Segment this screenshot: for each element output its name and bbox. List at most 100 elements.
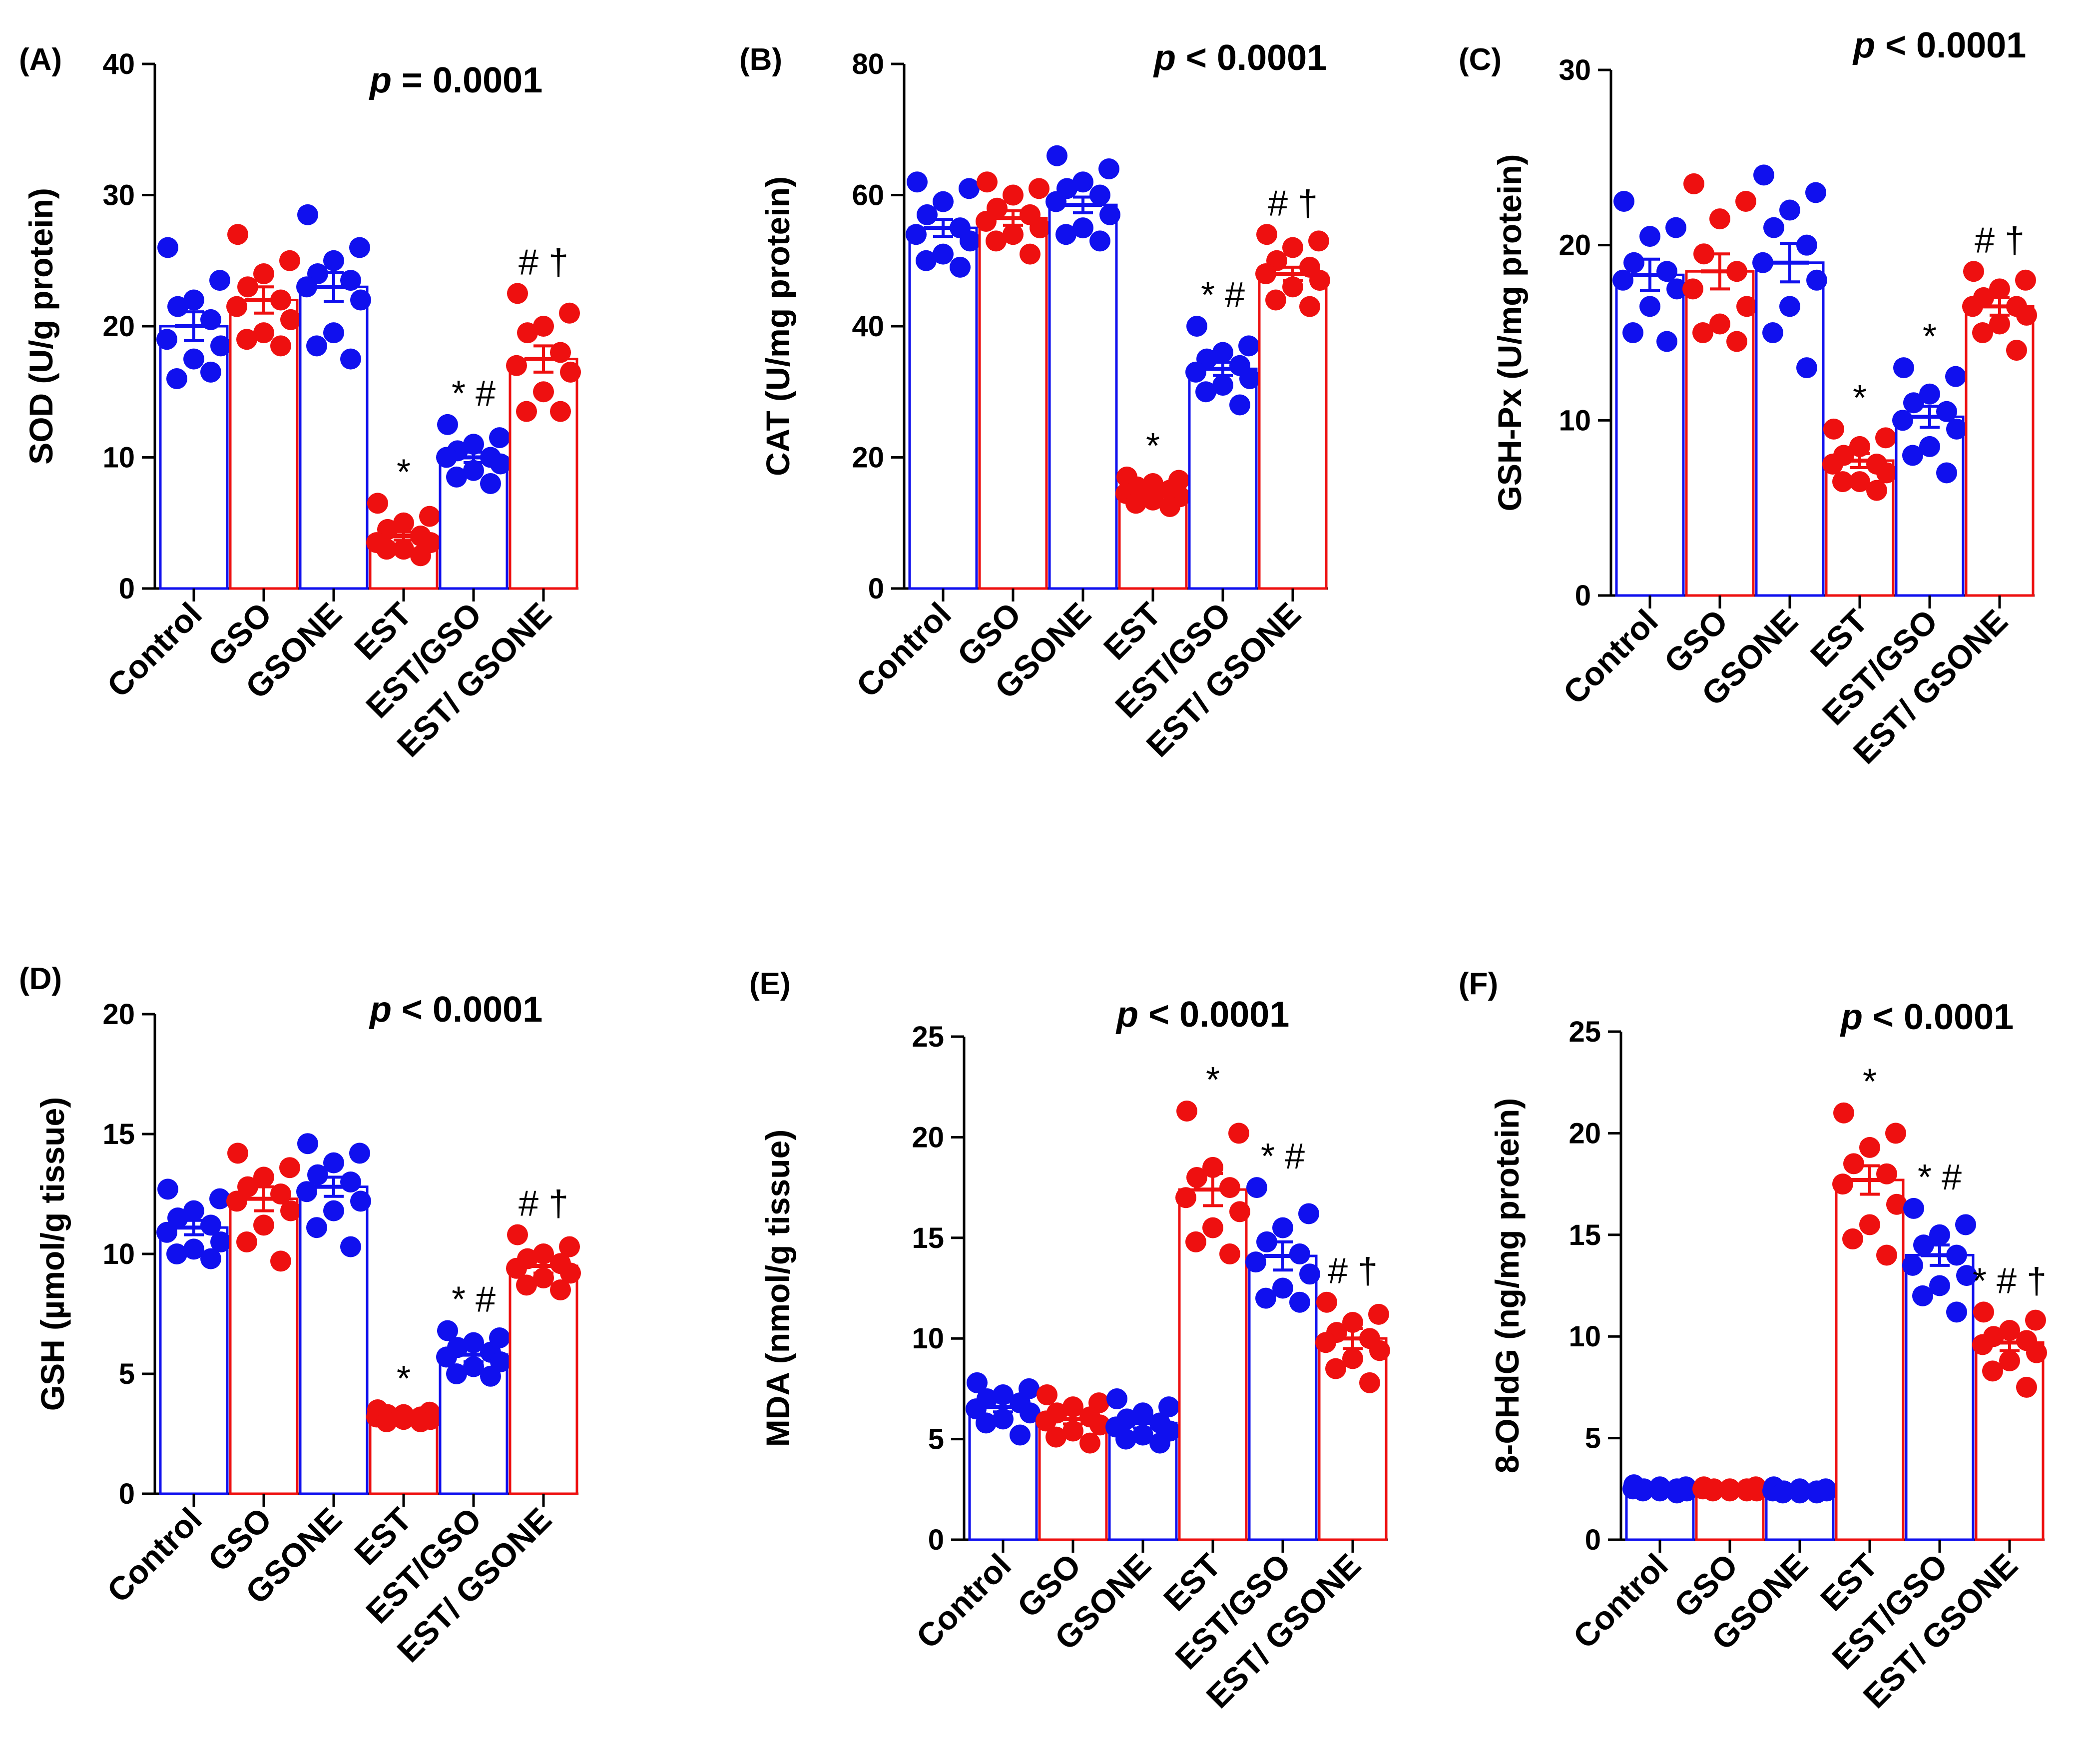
data-point xyxy=(437,414,458,435)
data-point xyxy=(436,1346,457,1368)
data-point xyxy=(1726,331,1747,352)
panel-letter: (C) xyxy=(1459,42,1502,77)
data-point xyxy=(1666,278,1687,300)
data-point xyxy=(446,466,467,488)
data-point xyxy=(1885,1123,1906,1144)
data-point xyxy=(1929,1224,1950,1245)
data-point xyxy=(1272,1277,1293,1299)
data-point xyxy=(1298,1203,1319,1224)
data-point xyxy=(1079,1432,1100,1454)
data-point xyxy=(950,256,971,278)
data-point xyxy=(1342,1348,1363,1369)
y-tick-label: 25 xyxy=(1568,1016,1601,1048)
data-point xyxy=(200,1248,221,1269)
data-point xyxy=(1099,204,1120,225)
significance-annotation: * xyxy=(1146,426,1160,466)
data-point xyxy=(349,237,370,258)
data-point xyxy=(1238,335,1259,357)
y-tick-label: 0 xyxy=(119,573,135,605)
data-point xyxy=(270,1250,291,1272)
data-point xyxy=(1632,1480,1653,1502)
data-point xyxy=(446,1363,467,1384)
data-point xyxy=(1125,493,1146,514)
data-point xyxy=(227,1143,248,1164)
data-point xyxy=(559,302,580,324)
data-point xyxy=(1010,1424,1031,1446)
data-point xyxy=(1062,1420,1083,1442)
data-point xyxy=(1913,1234,1934,1256)
data-point xyxy=(1359,1372,1380,1393)
y-tick-label: 40 xyxy=(102,48,135,80)
data-point xyxy=(237,1176,258,1197)
y-axis-label: GSH (µmol/g tissue) xyxy=(34,1097,71,1411)
data-point xyxy=(1186,1167,1207,1188)
data-point xyxy=(933,243,954,265)
data-point xyxy=(1255,1287,1276,1309)
data-point xyxy=(167,1207,188,1228)
data-point xyxy=(279,1157,300,1178)
data-point xyxy=(1832,471,1853,493)
y-tick-label: 0 xyxy=(119,1478,135,1510)
significance-annotation: * xyxy=(397,1359,411,1399)
data-point xyxy=(1972,322,1993,343)
data-point xyxy=(349,1143,370,1164)
data-point xyxy=(1299,1263,1320,1285)
data-point xyxy=(1062,1396,1083,1418)
significance-annotation: * xyxy=(1853,378,1867,418)
data-point xyxy=(1919,436,1940,457)
significance-annotation: * xyxy=(1863,1062,1877,1102)
data-point xyxy=(1936,401,1957,422)
data-point xyxy=(1309,270,1330,291)
data-point xyxy=(280,1200,301,1221)
data-point xyxy=(236,329,257,350)
data-point xyxy=(1893,357,1914,379)
y-axis-label: SOD (U/g protein) xyxy=(22,188,59,465)
data-point xyxy=(227,224,248,245)
significance-annotation: * # xyxy=(452,374,496,414)
y-tick-label: 5 xyxy=(119,1358,135,1390)
data-point xyxy=(1315,1332,1336,1353)
data-point xyxy=(1089,1414,1110,1436)
data-point xyxy=(1973,1301,1994,1323)
data-point xyxy=(1955,1214,1976,1235)
data-point xyxy=(490,453,511,475)
data-point xyxy=(340,348,361,370)
data-point xyxy=(1736,296,1757,317)
data-point xyxy=(1859,1214,1880,1235)
data-point xyxy=(1029,178,1049,199)
y-tick-label: 5 xyxy=(928,1423,944,1456)
y-tick-label: 80 xyxy=(852,48,884,80)
data-point xyxy=(1639,226,1660,247)
data-point xyxy=(1368,1303,1389,1325)
significance-annotation: # † xyxy=(1268,183,1318,223)
chart-panel-2: (B) p < 0.0001 CAT (U/mg protein) 0 20 40 60 80… xyxy=(739,38,1330,764)
data-point xyxy=(976,211,997,232)
data-point xyxy=(1692,322,1713,343)
data-point xyxy=(1876,462,1897,484)
chart-panel-3: (C) p < 0.0001 GSH-Px (U/mg protein) 0 10 20 3… xyxy=(1459,25,2037,771)
y-tick-label: 20 xyxy=(1559,229,1591,262)
y-tick-label: 0 xyxy=(928,1524,944,1556)
data-point xyxy=(393,512,414,534)
data-point xyxy=(1823,418,1844,440)
data-point xyxy=(410,545,431,567)
data-point xyxy=(296,276,317,298)
data-point xyxy=(516,401,537,422)
data-point xyxy=(1030,217,1050,239)
data-point xyxy=(1683,173,1704,194)
data-point xyxy=(1753,164,1774,186)
y-tick-label: 30 xyxy=(1559,54,1591,86)
data-point xyxy=(166,1243,187,1264)
data-point xyxy=(1849,436,1870,457)
x-tick-label: Control xyxy=(1556,602,1665,711)
data-point xyxy=(1902,445,1923,466)
data-point xyxy=(340,1172,361,1192)
data-point xyxy=(1239,368,1260,389)
data-point xyxy=(550,401,571,422)
data-point xyxy=(1903,1197,1924,1219)
data-point xyxy=(1115,1428,1136,1450)
y-tick-label: 5 xyxy=(1585,1422,1601,1455)
data-point xyxy=(1256,224,1277,245)
data-point xyxy=(1272,1217,1293,1238)
